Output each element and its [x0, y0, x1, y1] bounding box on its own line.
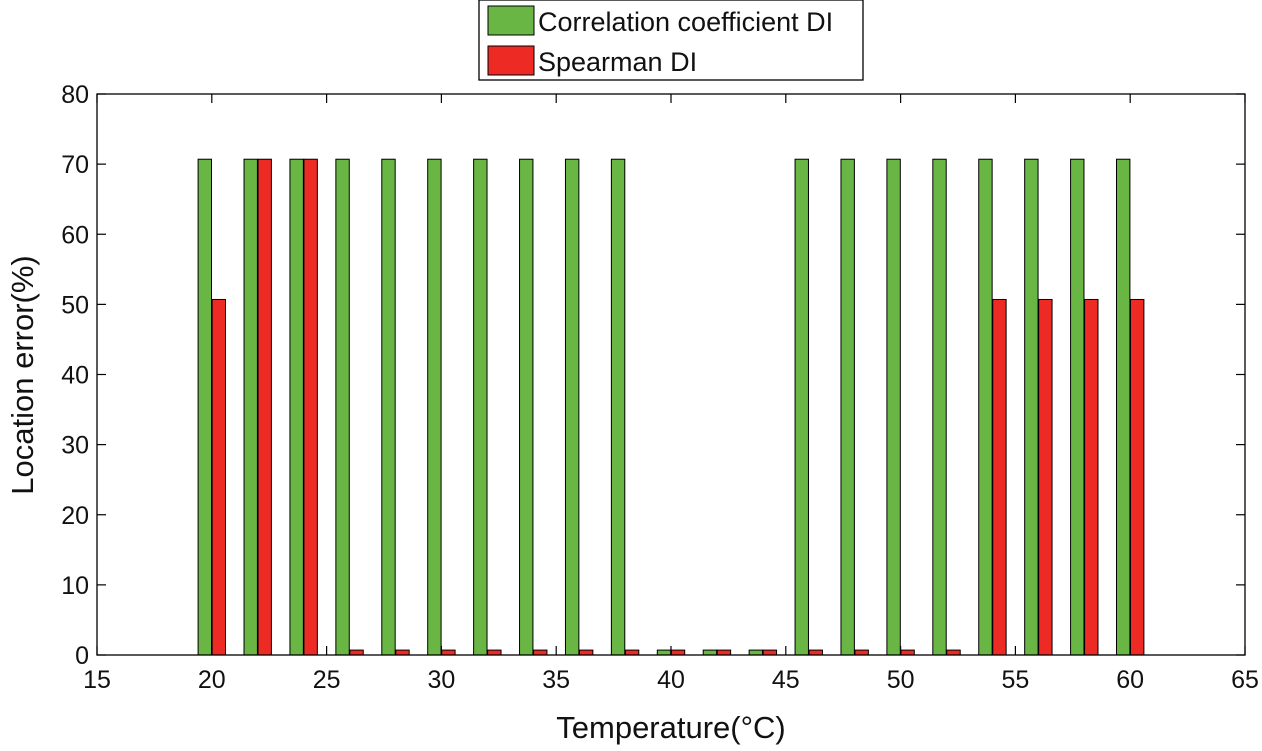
bar-correlation-48	[840, 158, 855, 656]
bar-correlation-30	[427, 158, 442, 656]
bar-correlation-28	[381, 158, 396, 656]
legend-label-correlation: Correlation coefficient DI	[538, 7, 833, 37]
bar-correlation-32	[473, 158, 488, 656]
x-tick-label-25: 25	[313, 666, 341, 694]
bar-spearman-20	[211, 298, 227, 656]
y-tick-label-70: 70	[61, 151, 89, 179]
bar-spearman-38	[624, 649, 640, 656]
bar-spearman-30	[441, 649, 456, 656]
legend-swatch-spearman	[487, 45, 535, 76]
x-tick-label-20: 20	[198, 666, 226, 694]
x-tick-label-40: 40	[657, 666, 685, 694]
x-tick-label-55: 55	[1001, 666, 1029, 694]
y-tick-label-60: 60	[61, 221, 89, 249]
x-axis-label: Temperature(°C)	[556, 710, 785, 745]
legend-label-spearman: Spearman DI	[538, 47, 697, 77]
bar-correlation-24	[289, 158, 304, 656]
bar-correlation-58	[1070, 158, 1085, 656]
bar-spearman-40	[670, 649, 686, 656]
x-tick-label-65: 65	[1231, 666, 1259, 694]
bar-correlation-42	[702, 649, 718, 656]
bar-spearman-58	[1084, 298, 1099, 656]
bar-spearman-42	[716, 649, 732, 656]
bar-spearman-26	[349, 649, 364, 656]
bar-spearman-50	[900, 649, 915, 656]
bar-correlation-46	[794, 158, 809, 656]
bar-spearman-52	[946, 649, 961, 656]
bar-spearman-54	[992, 298, 1007, 656]
bar-correlation-22	[243, 158, 258, 656]
x-tick-label-35: 35	[542, 666, 570, 694]
x-tick-label-30: 30	[427, 666, 455, 694]
bar-correlation-50	[886, 158, 901, 656]
bar-correlation-34	[519, 158, 534, 656]
bar-correlation-44	[748, 649, 764, 656]
bar-correlation-36	[564, 158, 580, 656]
y-tick-label-10: 10	[61, 572, 89, 600]
bar-correlation-20	[197, 158, 213, 656]
y-tick-label-30: 30	[61, 432, 89, 460]
bar-spearman-44	[762, 649, 778, 656]
x-tick-label-45: 45	[772, 666, 800, 694]
bar-correlation-56	[1024, 158, 1039, 656]
bar-correlation-60	[1116, 158, 1131, 656]
bar-correlation-38	[610, 158, 626, 656]
y-axis-label: Location error(%)	[5, 255, 40, 494]
bars-layer	[197, 158, 1145, 656]
bar-spearman-22	[257, 158, 272, 656]
legend-box	[478, 0, 864, 81]
y-tick-label-80: 80	[61, 81, 89, 109]
bar-spearman-56	[1038, 298, 1053, 656]
y-tick-label-0: 0	[75, 642, 89, 670]
bar-correlation-40	[656, 649, 672, 656]
bar-spearman-46	[808, 649, 823, 656]
x-tick-label-50: 50	[887, 666, 915, 694]
legend: Correlation coefficient DI Spearman DI	[478, 0, 864, 81]
bar-spearman-34	[533, 649, 548, 656]
bar-spearman-48	[854, 649, 869, 656]
bar-spearman-28	[395, 649, 410, 656]
legend-swatch-correlation	[487, 5, 535, 36]
y-tick-label-20: 20	[61, 502, 89, 530]
bar-spearman-60	[1130, 298, 1145, 656]
bar-spearman-32	[487, 649, 502, 656]
bar-correlation-54	[978, 158, 993, 656]
bar-correlation-26	[335, 158, 350, 656]
bar-spearman-24	[303, 158, 318, 656]
bar-spearman-36	[578, 649, 594, 656]
x-tick-label-60: 60	[1116, 666, 1144, 694]
x-tick-label-15: 15	[83, 666, 111, 694]
y-tick-label-50: 50	[61, 291, 89, 319]
y-tick-label-40: 40	[61, 362, 89, 390]
ticks-layer: 15 20 25 30 35 40 45 50 55 60 65 0 10 20 30 40 50 60 70 80	[61, 81, 1259, 694]
bar-correlation-52	[932, 158, 947, 656]
